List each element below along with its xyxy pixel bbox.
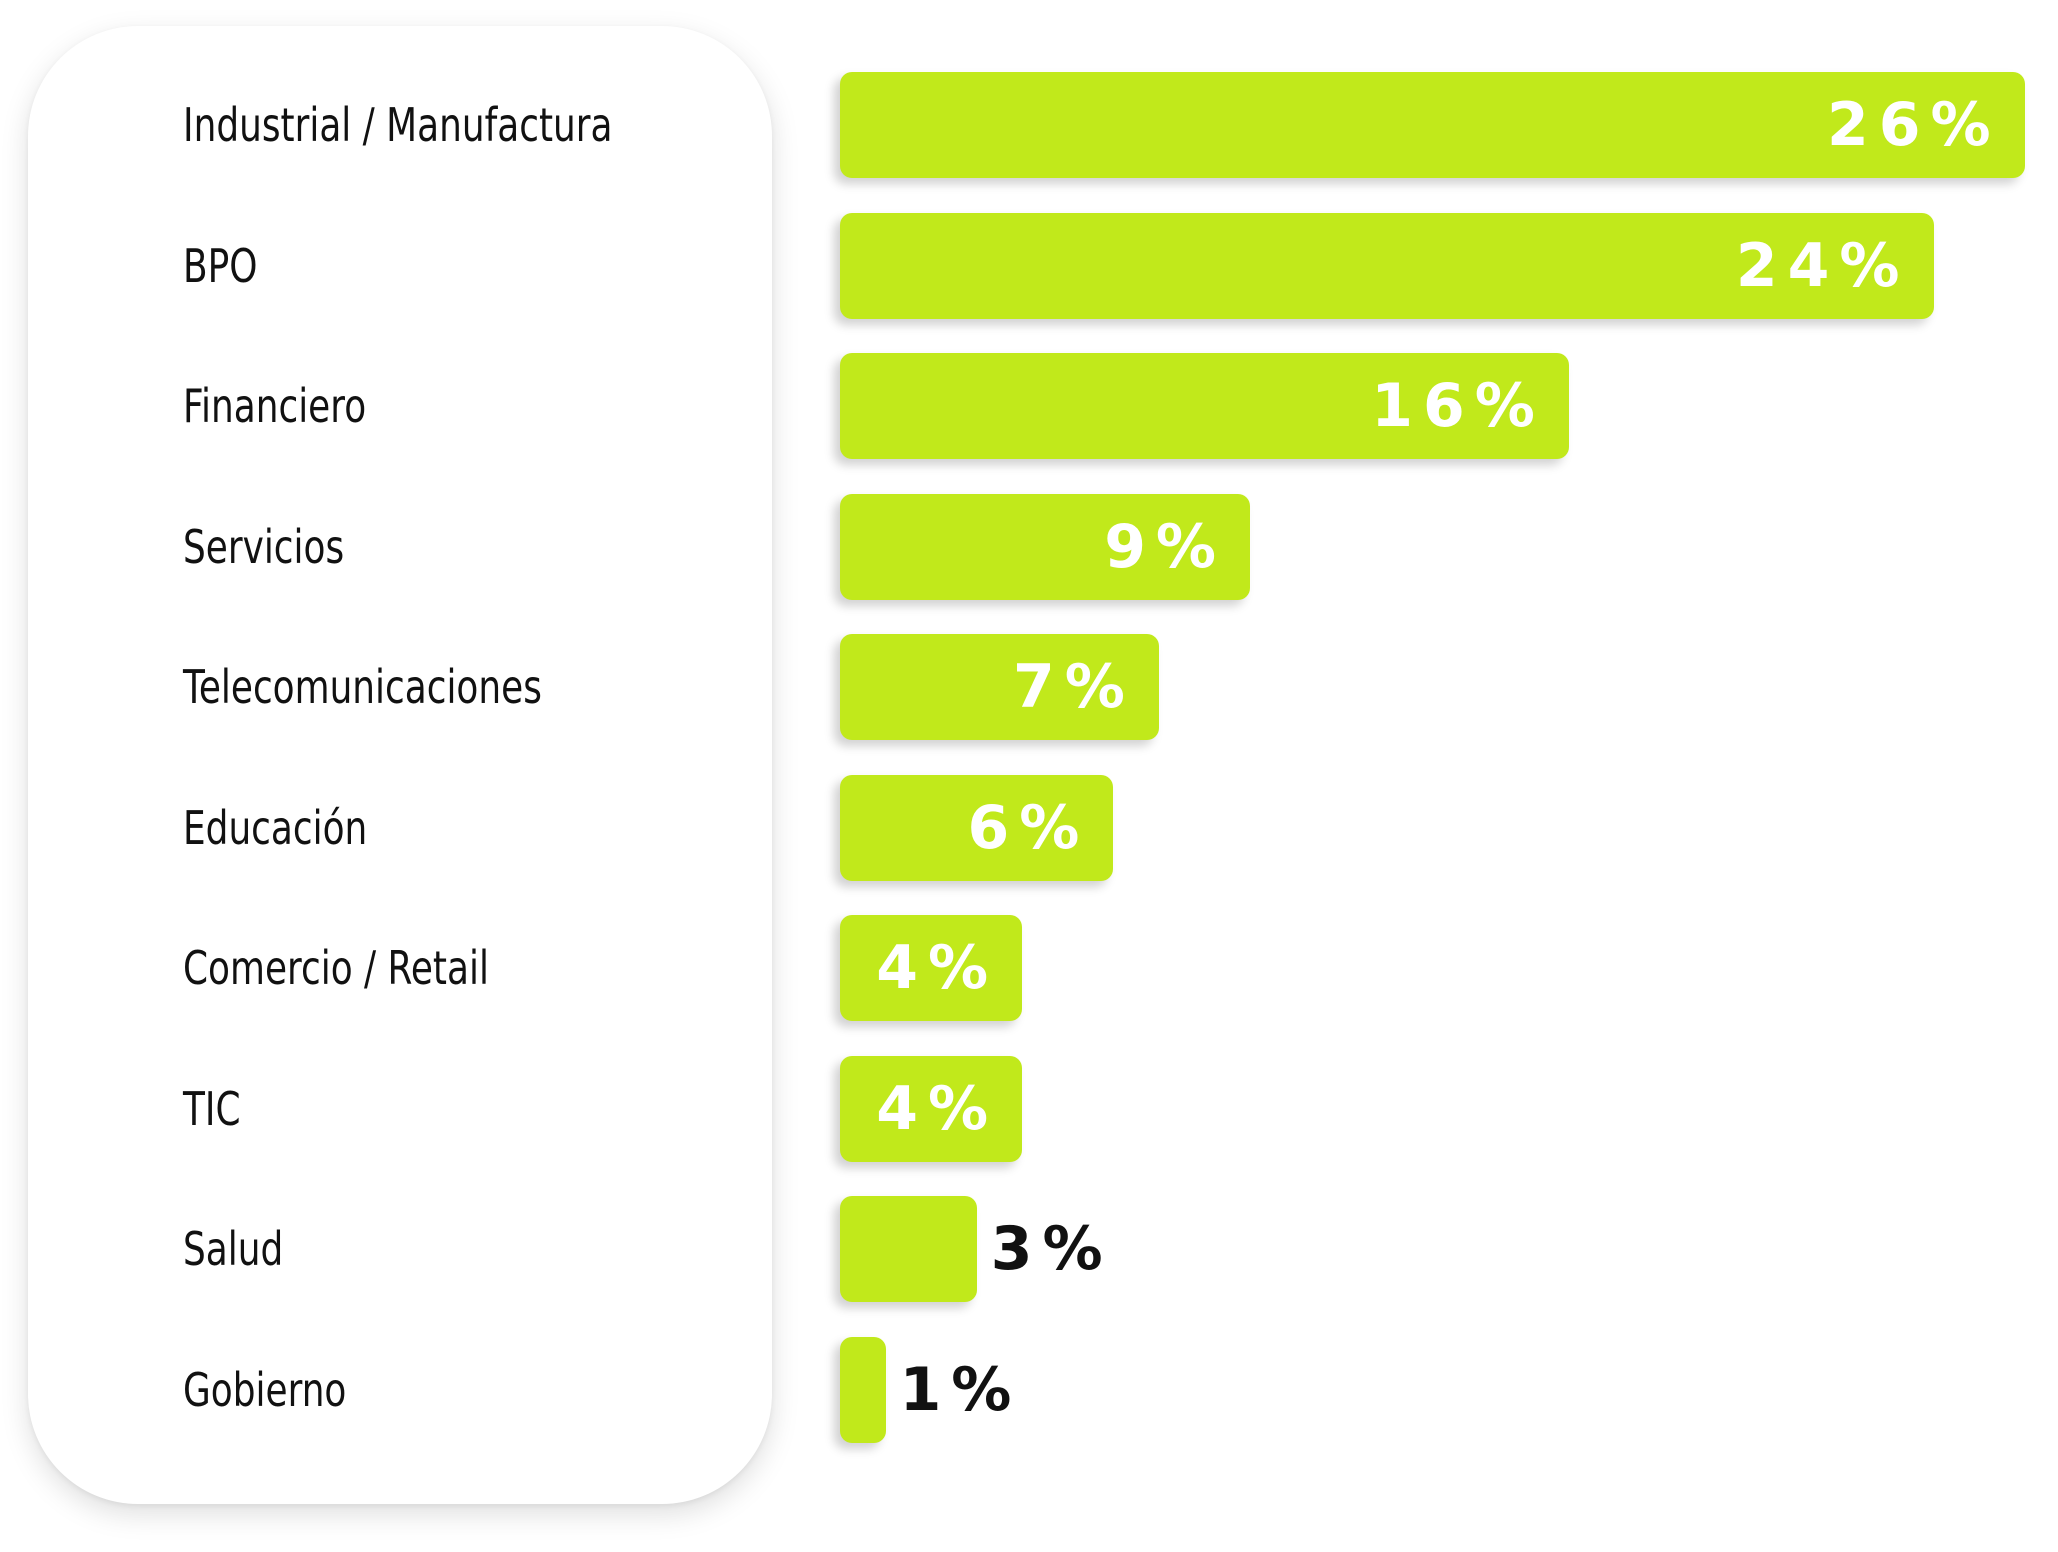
category-label: Financiero [183,379,367,433]
category-label: Comercio / Retail [183,941,489,995]
category-label: BPO [183,238,258,293]
bar-value-label: 9% [1104,511,1227,582]
bar-value-label: 4% [876,1073,999,1144]
category-label-card [28,26,772,1504]
bar [840,915,1023,1021]
category-label: Telecomunicaciones [183,660,542,714]
category-label: TIC [183,1081,241,1136]
bar-value-label: 24% [1735,230,1910,301]
category-label: Educación [183,800,368,855]
bar [840,1055,1023,1162]
bar [840,1196,977,1302]
bar-value-label: 16% [1371,371,1545,441]
bar [840,212,1934,319]
category-label: Salud [183,1222,284,1276]
bar-value-label: 4% [876,933,999,1003]
bar-value-label: 1% [899,1354,1022,1425]
bar [840,1336,886,1443]
bar-value-label: 6% [967,792,1090,863]
bar-value-label: 3% [990,1214,1113,1284]
bar [840,634,1160,740]
category-label: Industrial / Manufactura [183,98,613,152]
bar [840,493,1251,600]
category-label: Gobierno [183,1362,347,1417]
bar [840,72,2025,178]
bar-value-label: 7% [1013,652,1135,722]
bar [840,353,1570,459]
bar [840,774,1114,881]
bar-value-label: 26% [1827,90,2001,160]
category-label: Servicios [183,519,345,574]
